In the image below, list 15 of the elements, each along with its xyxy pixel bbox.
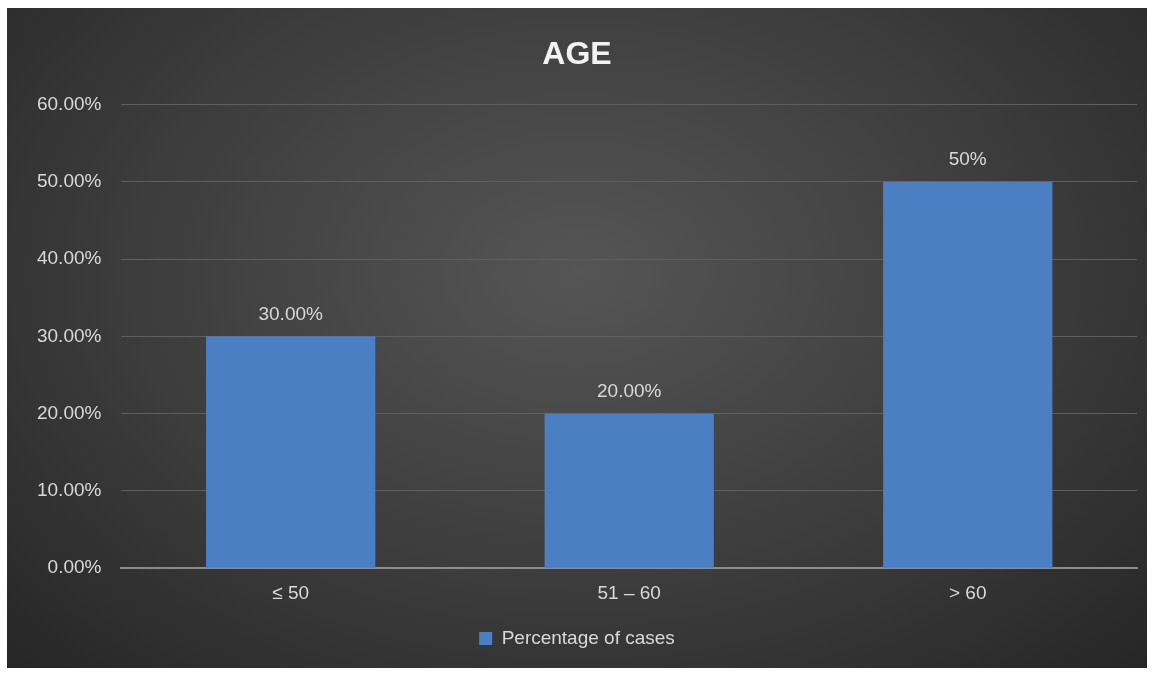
y-tick-label: 30.00% [36, 324, 102, 346]
chart-title: AGE [542, 35, 612, 72]
y-tick-label: 0.00% [47, 556, 102, 578]
y-tick-label: 10.00% [36, 479, 102, 501]
y-tick-label: 40.00% [36, 247, 102, 269]
x-tick-label: ≤ 50 [272, 581, 310, 603]
data-label: 30.00% [258, 303, 324, 325]
x-tick-label: > 60 [948, 581, 987, 603]
data-label: 20.00% [596, 380, 662, 402]
legend-label: Percentage of cases [501, 626, 675, 648]
data-label: 50% [948, 148, 987, 170]
y-tick-label: 20.00% [36, 401, 102, 423]
y-tick-label: 60.00% [36, 92, 102, 114]
x-tick-label: 51 – 60 [597, 581, 661, 603]
y-tick-label: 50.00% [36, 169, 102, 191]
